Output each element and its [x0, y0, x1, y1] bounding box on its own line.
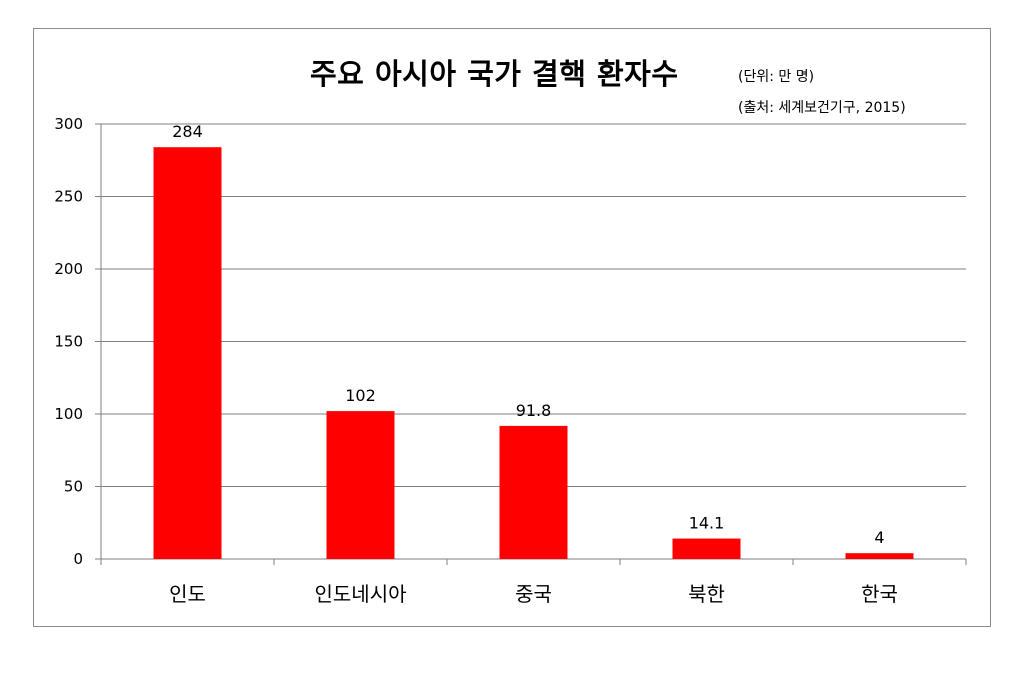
x-category-label: 인도네시아 [315, 582, 407, 606]
x-category-label: 한국 [861, 582, 898, 606]
y-tick-label: 0 [73, 550, 83, 568]
bar [326, 411, 395, 559]
data-label: 102 [345, 386, 376, 405]
x-category-label: 인도 [169, 582, 206, 606]
y-tick-label: 150 [54, 333, 83, 351]
x-category-label: 북한 [688, 582, 725, 606]
y-tick-label: 300 [54, 115, 83, 133]
chart-title: 주요 아시아 국가 결핵 환자수 [310, 57, 679, 91]
bar [153, 147, 222, 559]
y-tick-label: 100 [54, 405, 83, 423]
data-label: 4 [874, 528, 884, 547]
y-tick-label: 50 [64, 478, 83, 496]
chart-unit-note: (단위: 만 명) [738, 69, 815, 85]
data-label: 284 [172, 122, 203, 141]
bar [845, 553, 914, 559]
data-label: 91.8 [516, 401, 552, 420]
data-label: 14.1 [689, 514, 725, 533]
y-tick-label: 200 [54, 260, 83, 278]
bar [672, 538, 741, 559]
chart-source-note: (출처: 세계보건기구, 2015) [738, 100, 906, 116]
x-category-label: 중국 [515, 582, 552, 606]
bar [499, 425, 568, 559]
y-tick-label: 250 [54, 188, 83, 206]
